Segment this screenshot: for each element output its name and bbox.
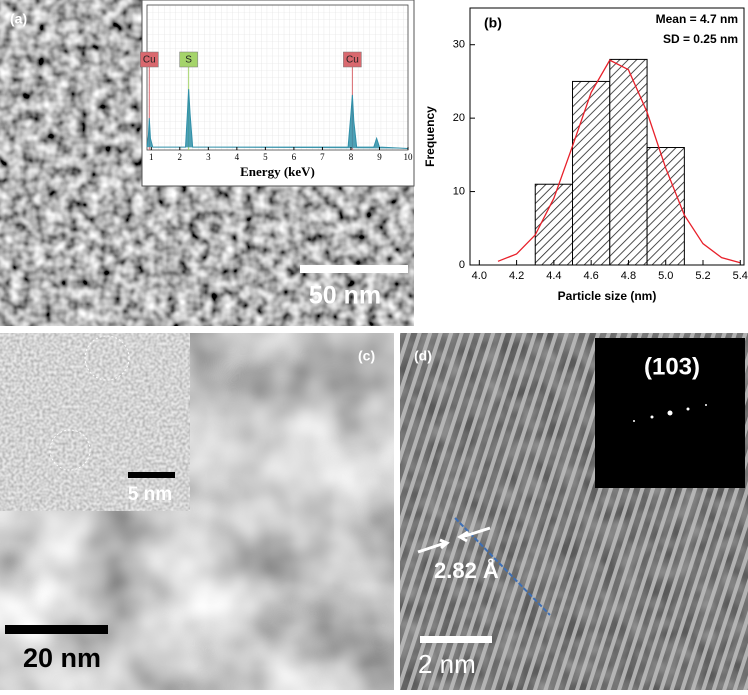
- bar: [646, 147, 685, 266]
- annotation: SD = 0.25 nm: [663, 32, 738, 46]
- y-tick-label: 10: [453, 185, 465, 197]
- peak-label-box: [343, 51, 362, 68]
- peak-label: Cu: [346, 55, 359, 66]
- fft-spots: [633, 404, 707, 422]
- x-tick-label: 5: [263, 152, 268, 162]
- scale-bar: [5, 625, 108, 634]
- x-tick-label: 4.6: [584, 270, 599, 282]
- x-tick-label: 9: [377, 152, 382, 162]
- peak-label-box: [179, 51, 198, 68]
- spectrum: [146, 89, 409, 150]
- x-tick-label: 3: [206, 152, 211, 162]
- x-axis-label: Particle size (nm): [558, 289, 657, 303]
- x-tick-label: 4: [235, 152, 240, 162]
- x-tick-label: 2: [178, 152, 183, 162]
- x-tick-label: 4.2: [509, 270, 524, 282]
- x-tick-label: 1: [149, 152, 154, 162]
- scale-bar-label: 5 nm: [128, 484, 172, 505]
- scale-bar: [300, 265, 408, 273]
- panel-label: (b): [484, 15, 502, 31]
- peak-label: S: [185, 55, 192, 66]
- x-tick-label: 10: [404, 152, 414, 162]
- y-tick-label: 20: [453, 112, 465, 124]
- panel-label: (a): [10, 11, 27, 27]
- scale-bar-label: 2 nm: [418, 649, 476, 679]
- scale-bar: [128, 472, 175, 478]
- x-tick-label: 4.0: [472, 270, 487, 282]
- bar: [609, 58, 648, 266]
- x-tick-label: 7: [320, 152, 325, 162]
- y-axis-label: Frequency: [423, 106, 437, 167]
- annotation: Mean = 4.7 nm: [656, 12, 738, 26]
- y-tick-label: 30: [453, 39, 465, 51]
- fft-label: (103): [644, 353, 700, 380]
- fit-curve: [497, 59, 741, 264]
- scale-bar: [420, 636, 492, 643]
- x-tick-label: 8: [349, 152, 354, 162]
- panel-label: (d): [414, 348, 432, 364]
- x-tick-label: 4.8: [621, 270, 636, 282]
- scale-bar-label: 20 nm: [23, 643, 101, 673]
- scale-bar-label: 50 nm: [309, 282, 381, 310]
- hrtem-inset: [0, 333, 190, 511]
- particle-circle: [49, 429, 91, 471]
- particle-circle: [84, 335, 130, 381]
- bar: [572, 80, 611, 266]
- spacing-label: 2.82 Å: [434, 557, 499, 583]
- panel-label: (c): [358, 348, 375, 364]
- x-tick-label: 5.0: [658, 270, 673, 282]
- x-axis-label: Energy (keV): [240, 164, 315, 179]
- measure-arrows: [417, 526, 491, 554]
- x-tick-label: 5.2: [695, 270, 710, 282]
- x-tick-label: 4.4: [546, 270, 561, 282]
- y-tick-label: 0: [459, 259, 465, 271]
- peak-label-box: [140, 51, 159, 68]
- x-tick-label: 5.4: [733, 270, 748, 282]
- x-tick-label: 6: [292, 152, 297, 162]
- peak-label: Cu: [143, 55, 156, 66]
